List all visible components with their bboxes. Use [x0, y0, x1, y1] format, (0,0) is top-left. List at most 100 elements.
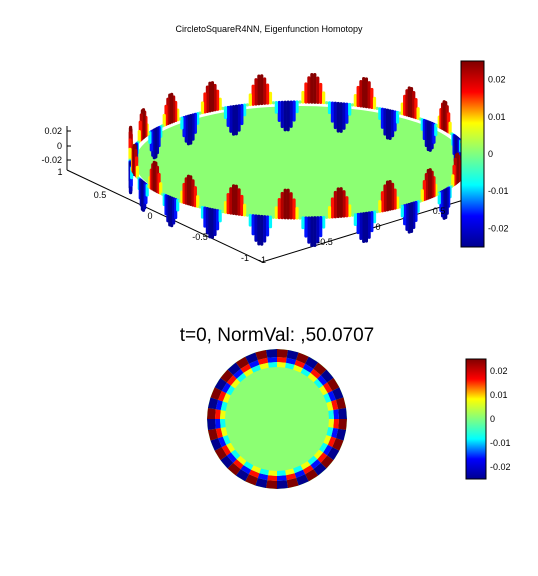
disk-lobe-cell	[218, 436, 227, 448]
disk-lobe-cell	[266, 349, 277, 358]
disk-lobe-cell	[255, 477, 268, 489]
disk-lobe-cell	[293, 465, 303, 474]
disk-lobe-cell	[285, 468, 295, 476]
disk-lobe-cell	[245, 474, 258, 486]
colorbar-tick-label: 0.01	[490, 390, 508, 400]
disk-lobe-cell	[220, 427, 228, 437]
disk-lobe-cell	[207, 408, 216, 419]
disk-lobe-cell	[255, 349, 268, 361]
disk-lobe-cell	[320, 369, 334, 383]
colorbar-tick-label: 0	[488, 149, 493, 159]
disk-lobe-cell	[310, 459, 321, 470]
disk-lobe-cell	[326, 401, 334, 411]
colorbar-bottom-fill	[465, 358, 487, 480]
disk-lobe-cell	[227, 462, 241, 476]
figure-title: CircletoSquareR4NN, Eigenfunction Homoto…	[175, 24, 363, 34]
disk-lobe-cell	[277, 362, 286, 368]
disk-lobe-cell	[328, 410, 334, 419]
disk-lobe-cell	[326, 427, 334, 437]
disk-lobe-cell	[214, 377, 227, 391]
disk-lobe-cell	[251, 465, 261, 474]
y-tick-label: -0.5	[192, 232, 208, 242]
disk-lobe-cell	[268, 362, 277, 368]
disk-lobe-cell	[323, 393, 332, 403]
disk-lobe-cell	[302, 363, 314, 373]
disk-lobe-cell	[248, 360, 260, 369]
colorbar-tick-label: 0.02	[490, 366, 508, 376]
colorbar-tick-label: -0.01	[488, 186, 509, 196]
y-tick-label: 1	[57, 167, 62, 177]
disk-lobe-cell	[285, 357, 297, 365]
disk-lobe-cell	[277, 357, 287, 363]
y-tick-label: 0	[147, 211, 152, 221]
disk-lobe-cell	[332, 387, 344, 400]
disk-lobe-cell	[226, 442, 235, 453]
disk-lobe-cell	[333, 409, 339, 419]
disk-lobe-cell	[267, 475, 277, 481]
disk-lobe-cell	[317, 452, 328, 463]
disk-lobe-cell	[338, 408, 347, 419]
disk-lobe-cell	[331, 399, 339, 411]
disk-lobe-cell	[235, 356, 249, 369]
disk-lobe-cell	[277, 470, 286, 476]
disk-lobe-cell	[294, 360, 306, 369]
colorbar-tick-label: -0.02	[488, 223, 509, 233]
disk-lobe-cell	[207, 397, 219, 410]
colorbar-tick-label: 0.02	[488, 75, 506, 85]
colorbar-bottom-ticks: 0.02 0.01 0 -0.01 -0.02	[490, 366, 511, 472]
surface-ticks: 0.02 0 -0.02 1 0.5 0 -0.5 -1 -1 -0.5 0 0.5	[41, 126, 445, 265]
disk-lobe-cell	[327, 447, 340, 461]
disk-lobe-cell	[230, 378, 241, 389]
disk-heatmap	[207, 349, 347, 489]
disk-lobe-cell	[327, 390, 336, 402]
disk-lobe-cell	[302, 465, 314, 475]
disk-lobe-cell	[285, 473, 297, 481]
disk-lobe-cell	[266, 480, 277, 489]
disk-lobe-cell	[333, 419, 339, 429]
disk-lobe-cell	[233, 368, 244, 379]
disk-lobe-cell	[313, 462, 327, 476]
disk-lobe-cell	[215, 409, 221, 419]
disk-lobe-cell	[220, 369, 234, 383]
disk-lobe-cell	[327, 436, 336, 448]
disk-lobe-cell	[220, 401, 228, 411]
x-tick-label: -1	[258, 255, 266, 265]
disk-lobe-cell	[226, 375, 237, 386]
disk-lobe-cell	[215, 427, 223, 439]
colorbar-top: 0.02 0.01 0 -0.01 -0.02	[460, 60, 509, 248]
disk-lobe-cell	[328, 419, 334, 428]
disk-lobe-cell	[245, 352, 258, 364]
x-tick-label: 0.5	[433, 206, 446, 216]
disk-lobe-cell	[323, 382, 333, 394]
disk-lobe-cell	[286, 477, 299, 489]
disk-lobe-cell	[240, 465, 252, 475]
disk-lobe-cell	[257, 473, 269, 481]
colorbar-tick-label: -0.01	[490, 438, 511, 448]
surface-disk	[135, 106, 465, 218]
disk-lobe-cell	[222, 393, 231, 403]
heatmap-title: t=0, NormVal: ,50.0707	[180, 325, 375, 346]
disk-lobe-cell	[313, 378, 324, 389]
disk-lobe-cell	[300, 461, 311, 470]
disk-lobe-cell	[285, 362, 295, 370]
disk-lobe-cell	[327, 377, 340, 391]
z-tick-label: -0.02	[41, 155, 62, 165]
disk-lobe-cell	[227, 362, 241, 376]
disk-lobe-cell	[243, 461, 254, 470]
disk-lobe-cell	[319, 442, 328, 453]
disk-lobe-cell	[305, 469, 319, 482]
surface-plot-3d: 0.02 0 -0.02 1 0.5 0 -0.5 -1 -1 -0.5 0 0.5	[41, 72, 472, 265]
disk-lobe-cell	[277, 349, 288, 358]
disk-marks	[207, 349, 347, 489]
disk-lobe-cell	[300, 368, 311, 377]
disk-lobe-cell	[235, 469, 249, 482]
disk-lobe-cell	[313, 449, 324, 460]
disk-lobe-cell	[305, 356, 319, 369]
disk-lobe-cell	[320, 455, 334, 469]
disk-lobe-cell	[317, 375, 328, 386]
colorbar-bottom: 0.02 0.01 0 -0.01 -0.02	[465, 358, 511, 480]
disk-lobe-cell	[220, 410, 226, 419]
disk-lobe-cell	[221, 444, 231, 456]
disk-lobe-cell	[319, 385, 328, 396]
